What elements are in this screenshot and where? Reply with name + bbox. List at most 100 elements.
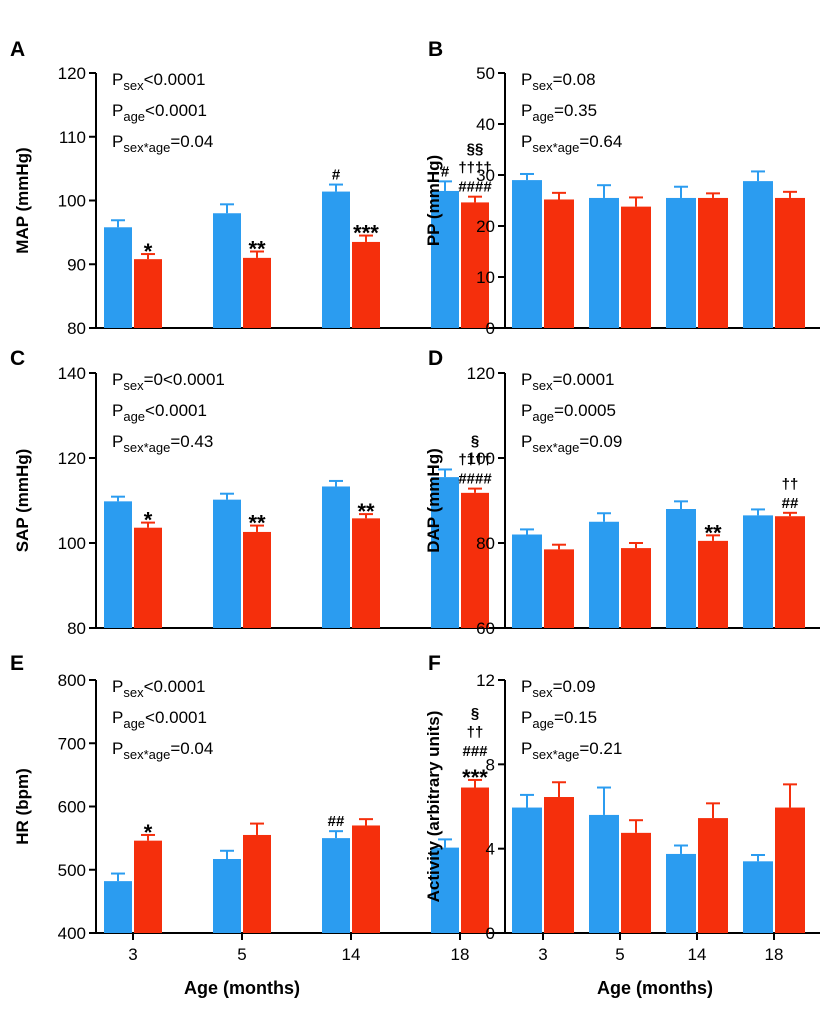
significance-mark: ## (782, 495, 799, 512)
stat-line: Page=0.0005 (521, 401, 616, 424)
bar-male-5 (213, 499, 241, 628)
significance-mark: #### (458, 471, 492, 488)
stat-rest: =0.15 (554, 708, 597, 727)
y-tick-label: 40 (476, 115, 495, 134)
x-tick-label: 14 (342, 945, 361, 964)
stat-rest: <0.0001 (144, 677, 206, 696)
stat-sub: sex*age (123, 140, 170, 155)
significance-mark: * (144, 239, 153, 264)
significance-mark: ** (704, 520, 722, 545)
stat-line: Psex<0.0001 (112, 677, 206, 700)
bar-male-5 (213, 213, 241, 328)
stat-line: Psex=0.0001 (521, 370, 615, 393)
stat-rest: <0.0001 (145, 101, 207, 120)
y-axis-label: Activity (arbitrary units) (424, 711, 443, 903)
bar-female-5 (243, 834, 271, 933)
y-axis-label: HR (bpm) (13, 768, 32, 844)
y-tick-label: 120 (58, 449, 86, 468)
stat-p: P (521, 739, 532, 758)
y-tick-label: 80 (67, 619, 86, 638)
stat-line: Psex=0.08 (521, 70, 596, 93)
stat-sub: sex (532, 378, 553, 393)
bar-male-3 (512, 807, 542, 933)
x-tick-label: 5 (615, 945, 624, 964)
bar-male-3 (104, 501, 132, 628)
stat-line: Psex*age=0.21 (521, 739, 622, 762)
x-tick-label: 14 (688, 945, 707, 964)
stat-p: P (521, 370, 532, 389)
stat-line: Psex*age=0.04 (112, 739, 213, 762)
significance-mark: * (144, 820, 153, 845)
bar-female-14 (352, 241, 380, 328)
x-tick-label: 5 (237, 945, 246, 964)
significance-mark: ** (248, 237, 266, 262)
y-tick-label: 0 (486, 924, 495, 943)
stat-sub: sex*age (532, 440, 579, 455)
bar-female-14 (352, 825, 380, 933)
panel-e: E HR (bpm) 400 500 600 700 800 3 5 14 18 Age (month… (10, 652, 507, 998)
significance-mark: * (144, 508, 153, 533)
bar-female-5 (621, 832, 651, 933)
stat-p: P (112, 70, 123, 89)
stat-line: Psex*age=0.04 (112, 132, 213, 155)
y-tick-label: 140 (58, 364, 86, 383)
bar-female-18 (775, 197, 805, 328)
stat-line: Psex*age=0.09 (521, 432, 622, 455)
stat-line: Page=0.35 (521, 101, 597, 124)
bar-female-3 (544, 549, 574, 628)
y-tick-label: 110 (59, 128, 86, 147)
x-axis-title: Age (months) (597, 978, 713, 998)
bar-male-14 (322, 486, 350, 628)
stat-line: Psex*age=0.43 (112, 432, 213, 455)
stat-sub: sex (123, 685, 144, 700)
y-tick-label: 600 (58, 798, 86, 817)
bar-female-18 (461, 492, 489, 628)
bar-female-5 (243, 257, 271, 328)
bar-male-5 (213, 858, 241, 933)
bar-male-14 (666, 853, 696, 933)
stat-sub: age (123, 109, 145, 124)
bar-male-14 (322, 838, 350, 933)
y-axis-label: SAP (mmHg) (13, 449, 32, 553)
panel-letter: D (428, 347, 443, 370)
y-tick-label: 10 (476, 268, 495, 287)
stat-p: P (112, 708, 123, 727)
stat-p: P (112, 132, 123, 151)
bar-male-3 (512, 180, 542, 328)
bar-male-3 (512, 534, 542, 628)
y-tick-label: 90 (67, 255, 86, 274)
significance-mark: *** (353, 221, 379, 246)
bar-male-14 (666, 509, 696, 628)
y-tick-label: 80 (476, 534, 495, 553)
stat-p: P (112, 370, 123, 389)
y-tick-label: 0 (486, 319, 495, 338)
stat-sub: age (532, 409, 554, 424)
stat-sub: age (123, 409, 145, 424)
bar-female-3 (134, 259, 162, 328)
significance-mark: †††† (458, 160, 491, 177)
bar-female-5 (621, 548, 651, 628)
stat-p: P (521, 101, 532, 120)
stat-line: Page<0.0001 (112, 708, 207, 731)
stat-p: P (521, 401, 532, 420)
stat-line: Page<0.0001 (112, 401, 207, 424)
stat-rest: =0<0.0001 (144, 370, 225, 389)
y-tick-label: 800 (58, 671, 86, 690)
significance-mark: # (332, 167, 341, 184)
significance-mark: ## (328, 813, 345, 830)
bar-female-3 (544, 199, 574, 328)
bar-female-14 (352, 518, 380, 628)
significance-mark: ** (357, 499, 375, 524)
bar-male-18 (743, 181, 773, 328)
stat-rest: =0.09 (553, 677, 596, 696)
bar-female-3 (544, 797, 574, 933)
y-axis-label: DAP (mmHg) (424, 448, 443, 553)
y-tick-label: 12 (476, 671, 495, 690)
panel-f: F Activity (arbitrary units) 0 4 8 12 3 5 14 18 Ag… (424, 652, 820, 998)
significance-mark: ** (248, 511, 266, 536)
bar-male-18 (743, 861, 773, 933)
stat-sub: sex*age (123, 747, 170, 762)
bar-female-18 (775, 807, 805, 933)
